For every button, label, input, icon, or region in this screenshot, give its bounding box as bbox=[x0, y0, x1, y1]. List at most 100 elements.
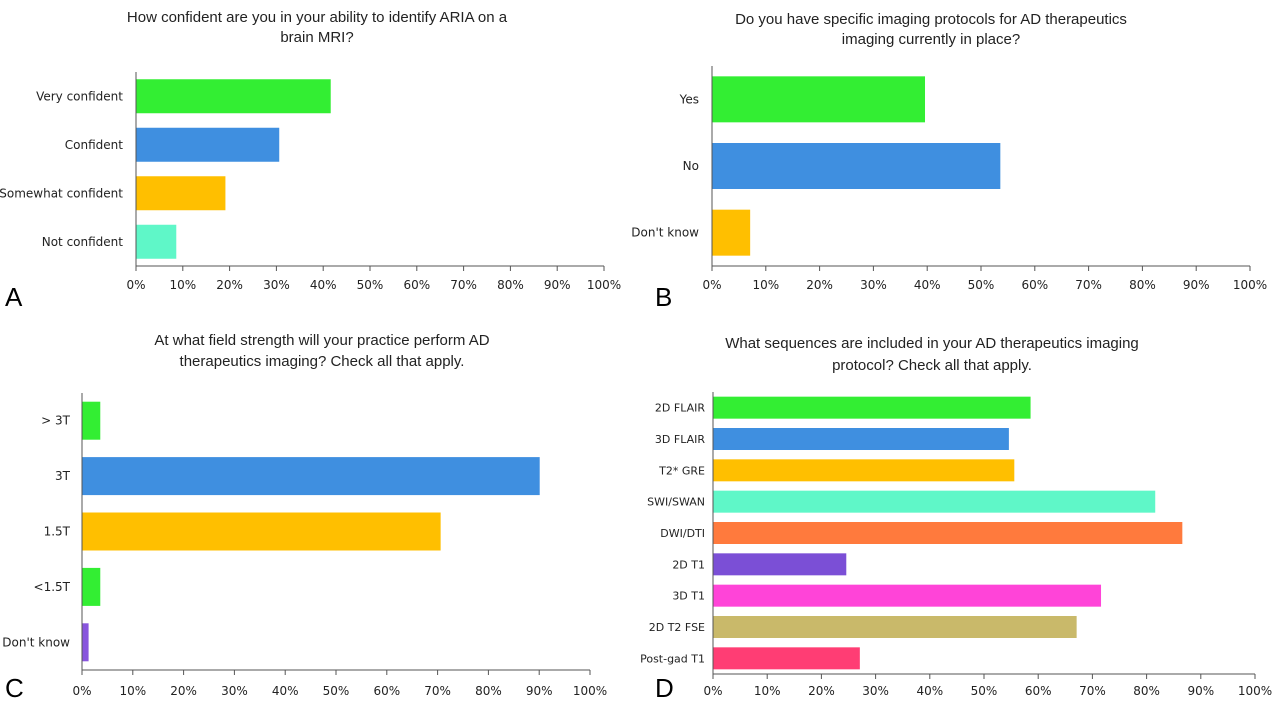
category-label-d-2: T2* GRE bbox=[658, 464, 705, 477]
category-label-d-6: 3D T1 bbox=[672, 590, 705, 603]
category-label-d-4: DWI/DTI bbox=[660, 527, 705, 540]
x-tick-label-a-2: 20% bbox=[216, 278, 243, 292]
panel-letter-d: D bbox=[655, 673, 674, 701]
category-label-c-3: <1.5T bbox=[34, 580, 71, 594]
bar-d-2 bbox=[713, 459, 1015, 482]
bar-d-0 bbox=[713, 396, 1031, 419]
x-tick-label-d-8: 80% bbox=[1133, 684, 1160, 698]
x-tick-label-a-8: 80% bbox=[497, 278, 524, 292]
category-label-d-1: 3D FLAIR bbox=[655, 433, 705, 446]
bar-a-1 bbox=[136, 127, 280, 162]
x-tick-label-d-0: 0% bbox=[703, 684, 722, 698]
category-label-a-1: Confident bbox=[65, 138, 123, 152]
x-tick-label-b-0: 0% bbox=[702, 278, 721, 292]
bar-b-0 bbox=[712, 76, 926, 123]
bar-d-5 bbox=[713, 553, 847, 576]
category-label-c-0: > 3T bbox=[41, 414, 71, 428]
bar-d-6 bbox=[713, 584, 1102, 607]
bar-d-1 bbox=[713, 428, 1009, 450]
x-tick-label-d-7: 70% bbox=[1079, 684, 1106, 698]
category-label-d-8: Post-gad T1 bbox=[640, 652, 705, 665]
x-tick-label-b-3: 30% bbox=[860, 278, 887, 292]
x-tick-label-b-9: 90% bbox=[1183, 278, 1210, 292]
chart-title-b-line-1: Do you have specific imaging protocols f… bbox=[735, 11, 1127, 28]
bar-c-4 bbox=[82, 623, 89, 662]
x-tick-label-b-8: 80% bbox=[1129, 278, 1156, 292]
x-tick-label-a-3: 30% bbox=[263, 278, 290, 292]
bar-a-0 bbox=[136, 79, 331, 114]
category-label-b-0: Yes bbox=[679, 92, 699, 106]
x-tick-label-b-10: 100% bbox=[1233, 278, 1267, 292]
x-tick-label-c-8: 80% bbox=[475, 684, 502, 698]
x-tick-label-c-1: 10% bbox=[119, 684, 146, 698]
x-tick-label-c-9: 90% bbox=[526, 684, 553, 698]
category-label-b-2: Don't know bbox=[631, 226, 699, 240]
x-tick-label-b-6: 60% bbox=[1021, 278, 1048, 292]
x-tick-label-d-2: 20% bbox=[808, 684, 835, 698]
chart-title-c-line-1: At what field strength will your practic… bbox=[154, 332, 489, 349]
x-tick-label-a-0: 0% bbox=[126, 278, 145, 292]
x-tick-label-d-4: 40% bbox=[916, 684, 943, 698]
bar-b-2 bbox=[712, 209, 751, 256]
x-tick-label-d-6: 60% bbox=[1025, 684, 1052, 698]
bar-c-0 bbox=[82, 401, 101, 440]
x-tick-label-a-6: 60% bbox=[403, 278, 430, 292]
x-tick-label-c-7: 70% bbox=[424, 684, 451, 698]
category-label-d-7: 2D T2 FSE bbox=[649, 621, 705, 634]
panel-letter-c: C bbox=[5, 673, 24, 701]
x-tick-label-d-5: 50% bbox=[971, 684, 998, 698]
category-label-b-1: No bbox=[683, 159, 699, 173]
bar-d-3 bbox=[713, 490, 1156, 513]
chart-panel-b: Do you have specific imaging protocols f… bbox=[631, 11, 1267, 312]
x-tick-label-b-1: 10% bbox=[752, 278, 779, 292]
x-tick-label-b-5: 50% bbox=[968, 278, 995, 292]
category-label-c-2: 1.5T bbox=[44, 525, 71, 539]
x-tick-label-d-10: 100% bbox=[1238, 684, 1272, 698]
x-tick-label-d-3: 30% bbox=[862, 684, 889, 698]
bar-b-1 bbox=[712, 143, 1001, 189]
x-tick-label-b-4: 40% bbox=[914, 278, 941, 292]
category-label-a-0: Very confident bbox=[36, 89, 123, 103]
chart-panel-a: How confident are you in your ability to… bbox=[0, 9, 621, 312]
x-tick-label-c-0: 0% bbox=[72, 684, 91, 698]
panel-letter-a: A bbox=[5, 282, 23, 312]
x-tick-label-c-3: 30% bbox=[221, 684, 248, 698]
x-tick-label-a-1: 10% bbox=[169, 278, 196, 292]
bar-a-2 bbox=[136, 176, 226, 211]
category-label-d-0: 2D FLAIR bbox=[655, 402, 705, 415]
x-tick-label-c-10: 100% bbox=[573, 684, 607, 698]
category-label-a-2: Somewhat confident bbox=[0, 186, 123, 200]
category-label-d-5: 2D T1 bbox=[672, 558, 705, 571]
bar-a-3 bbox=[136, 224, 177, 259]
category-label-c-1: 3T bbox=[55, 469, 71, 483]
x-tick-label-d-9: 90% bbox=[1187, 684, 1214, 698]
bar-d-8 bbox=[713, 647, 860, 670]
chart-title-a-line-2: brain MRI? bbox=[280, 29, 353, 46]
bar-c-1 bbox=[82, 457, 540, 496]
x-tick-label-a-9: 90% bbox=[544, 278, 571, 292]
bar-c-3 bbox=[82, 567, 101, 606]
category-label-c-4: Don't know bbox=[2, 635, 70, 649]
x-tick-label-a-10: 100% bbox=[587, 278, 621, 292]
x-tick-label-c-5: 50% bbox=[323, 684, 350, 698]
bar-d-4 bbox=[713, 522, 1183, 544]
x-tick-label-c-2: 20% bbox=[170, 684, 197, 698]
category-label-d-3: SWI/SWAN bbox=[647, 496, 705, 509]
chart-title-b-line-2: imaging currently in place? bbox=[842, 31, 1020, 48]
x-tick-label-c-6: 60% bbox=[373, 684, 400, 698]
x-tick-label-b-7: 70% bbox=[1075, 278, 1102, 292]
category-label-a-3: Not confident bbox=[42, 235, 124, 249]
x-tick-label-a-4: 40% bbox=[310, 278, 337, 292]
chart-title-c-line-2: therapeutics imaging? Check all that app… bbox=[180, 353, 465, 370]
x-tick-label-d-1: 10% bbox=[754, 684, 781, 698]
panel-letter-b: B bbox=[655, 282, 672, 312]
chart-title-d-line-2: protocol? Check all that apply. bbox=[832, 357, 1032, 374]
x-tick-label-a-7: 70% bbox=[450, 278, 477, 292]
x-tick-label-a-5: 50% bbox=[357, 278, 384, 292]
chart-panel-d: What sequences are included in your AD t… bbox=[640, 335, 1272, 701]
bar-d-7 bbox=[713, 616, 1077, 638]
chart-title-d-line-1: What sequences are included in your AD t… bbox=[725, 335, 1139, 352]
chart-title-a-line-1: How confident are you in your ability to… bbox=[127, 9, 508, 26]
bar-c-2 bbox=[82, 512, 441, 551]
